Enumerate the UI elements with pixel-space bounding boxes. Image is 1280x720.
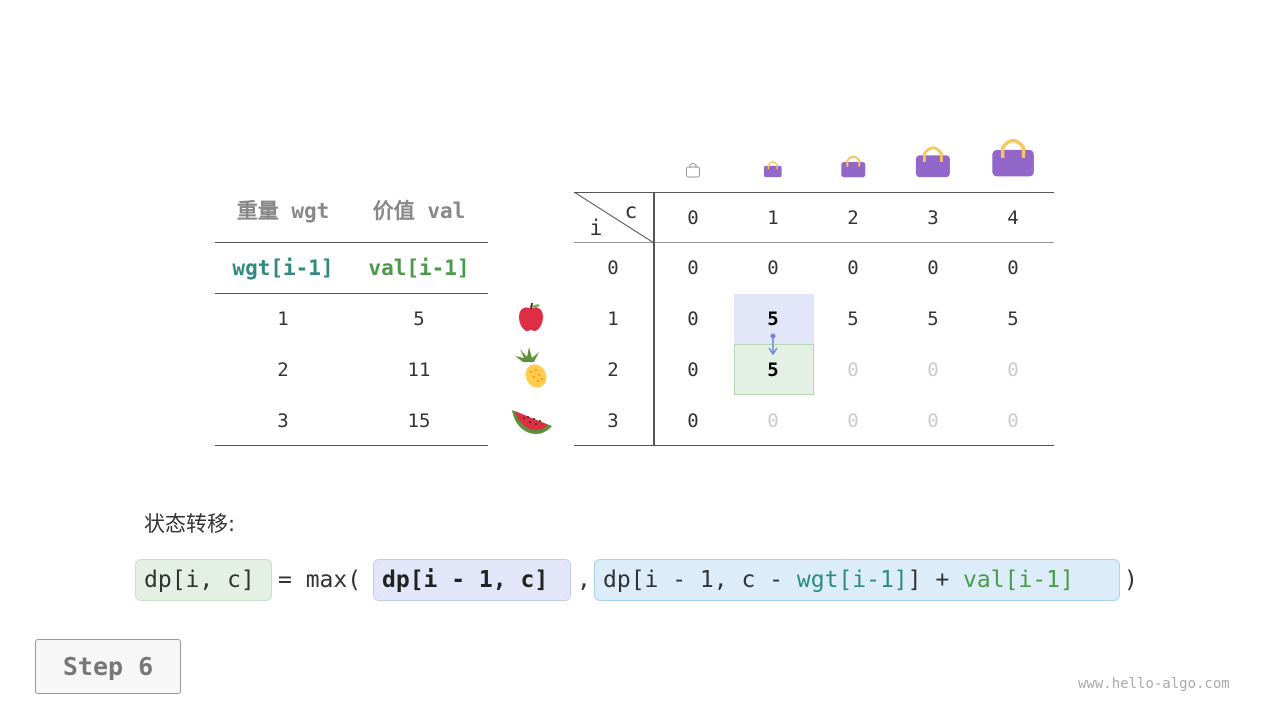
divider	[653, 192, 655, 446]
item-wgt: 1	[277, 308, 289, 330]
col-header: 1	[767, 207, 779, 229]
row-header: 1	[607, 308, 619, 330]
dp-cell: 0	[927, 410, 939, 432]
watermelon-icon	[512, 410, 552, 434]
divider	[574, 445, 1054, 446]
formula-option-2: dp[i - 1, c - wgt[i-1]] + val[i-1]	[594, 559, 1120, 601]
corner-diagonal	[574, 192, 654, 243]
divider	[215, 445, 488, 446]
dp-cell: 0	[1007, 410, 1019, 432]
dp-cell: 5	[767, 308, 779, 330]
arrow-down-icon	[768, 333, 778, 356]
dp-cell: 5	[847, 308, 859, 330]
item-wgt: 3	[277, 410, 289, 432]
pineapple-icon	[515, 347, 547, 388]
col-header: 3	[927, 207, 939, 229]
dp-cell: 0	[847, 410, 859, 432]
col-header: 2	[847, 207, 859, 229]
row-header: 2	[607, 359, 619, 381]
dp-cell: 0	[767, 410, 779, 432]
opt2-val: val[i-1]	[963, 567, 1074, 593]
header-wgt: 重量 wgt	[236, 199, 330, 223]
bag-icon	[764, 161, 782, 178]
formula-comma: ,	[577, 567, 591, 593]
apple-icon	[519, 302, 543, 331]
formula-label: 状态转移:	[144, 512, 236, 536]
dp-cell: 0	[847, 257, 859, 279]
watermark: www.hello-algo.com	[1078, 676, 1230, 692]
item-val: 11	[407, 359, 431, 381]
dp-cell: 0	[927, 257, 939, 279]
corner-i-label: i	[589, 216, 603, 240]
opt2-wgt: wgt[i-1]	[796, 567, 908, 593]
col-header: 4	[1007, 207, 1019, 229]
corner-c-label: c	[624, 199, 638, 223]
divider	[574, 192, 1054, 193]
subheader-val: val[i-1]	[368, 256, 470, 280]
row-header: 3	[607, 410, 619, 432]
header-val: 价值 val	[372, 199, 466, 223]
dp-cell: 0	[847, 359, 859, 381]
step-button[interactable]: Step 6	[35, 639, 181, 694]
dp-cell: 0	[687, 308, 699, 330]
item-val: 15	[407, 410, 431, 432]
divider	[215, 293, 488, 294]
dp-cell: 5	[767, 359, 779, 381]
bag-icon	[915, 146, 950, 178]
dp-cell: 5	[1007, 308, 1019, 330]
formula-close: )	[1124, 567, 1138, 593]
formula-eq: = max(	[278, 567, 362, 593]
divider	[215, 242, 488, 243]
col-header: 0	[687, 207, 699, 229]
dp-cell: 0	[687, 410, 699, 432]
formula-lhs: dp[i, c]	[135, 559, 272, 601]
dp-cell: 0	[687, 257, 699, 279]
dp-cell: 0	[1007, 257, 1019, 279]
opt2-part: dp[i - 1, c -	[603, 567, 797, 593]
dp-cell: 0	[767, 257, 779, 279]
item-val: 5	[413, 308, 425, 330]
divider	[574, 242, 1054, 243]
row-header: 0	[607, 257, 619, 279]
dp-cell: 0	[1007, 359, 1019, 381]
item-wgt: 2	[277, 359, 289, 381]
subheader-wgt: wgt[i-1]	[232, 256, 334, 280]
bag-icon	[841, 155, 865, 178]
dp-cell: 5	[927, 308, 939, 330]
bag-icon	[992, 139, 1034, 177]
dp-cell: 0	[927, 359, 939, 381]
empty-bag-icon	[686, 163, 700, 178]
formula-option-1: dp[i - 1, c]	[373, 559, 571, 601]
opt2-part: ] +	[907, 567, 964, 593]
dp-cell: 0	[687, 359, 699, 381]
